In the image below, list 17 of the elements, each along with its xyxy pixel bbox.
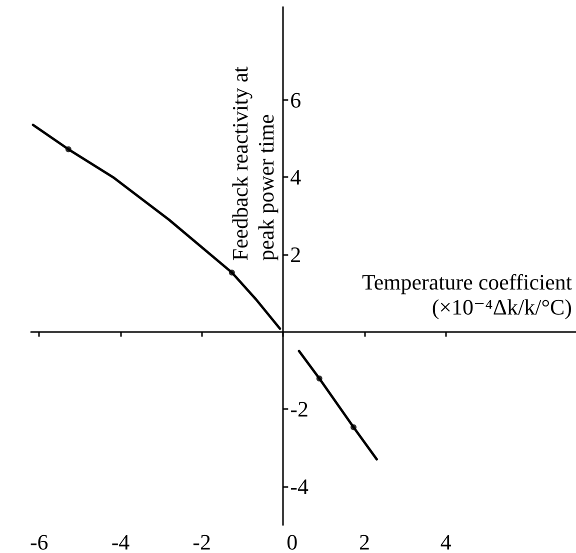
- x-tick-label: 0: [286, 530, 298, 553]
- x-tick-label: 2: [359, 530, 370, 553]
- y-tick-label: -4: [290, 474, 308, 499]
- x-axis-title: Temperature coefficient (×10⁻⁴Δk/k/°C): [362, 270, 572, 320]
- y-tick-label: -2: [290, 396, 308, 422]
- y-tick-label: 4: [290, 164, 302, 190]
- point: [65, 146, 72, 152]
- x-tick-label: 4: [440, 530, 452, 553]
- y-tick-label: 6: [290, 87, 302, 112]
- y-tick-label: 2: [290, 242, 302, 267]
- y-axis-title: Feedback reactivity at peak power time: [228, 66, 279, 261]
- point: [350, 424, 357, 430]
- x-tick-label: -6: [30, 530, 48, 553]
- x-tick-label: -4: [111, 530, 130, 553]
- point: [316, 375, 322, 382]
- x-tick-label: -2: [192, 530, 211, 553]
- point: [228, 270, 235, 276]
